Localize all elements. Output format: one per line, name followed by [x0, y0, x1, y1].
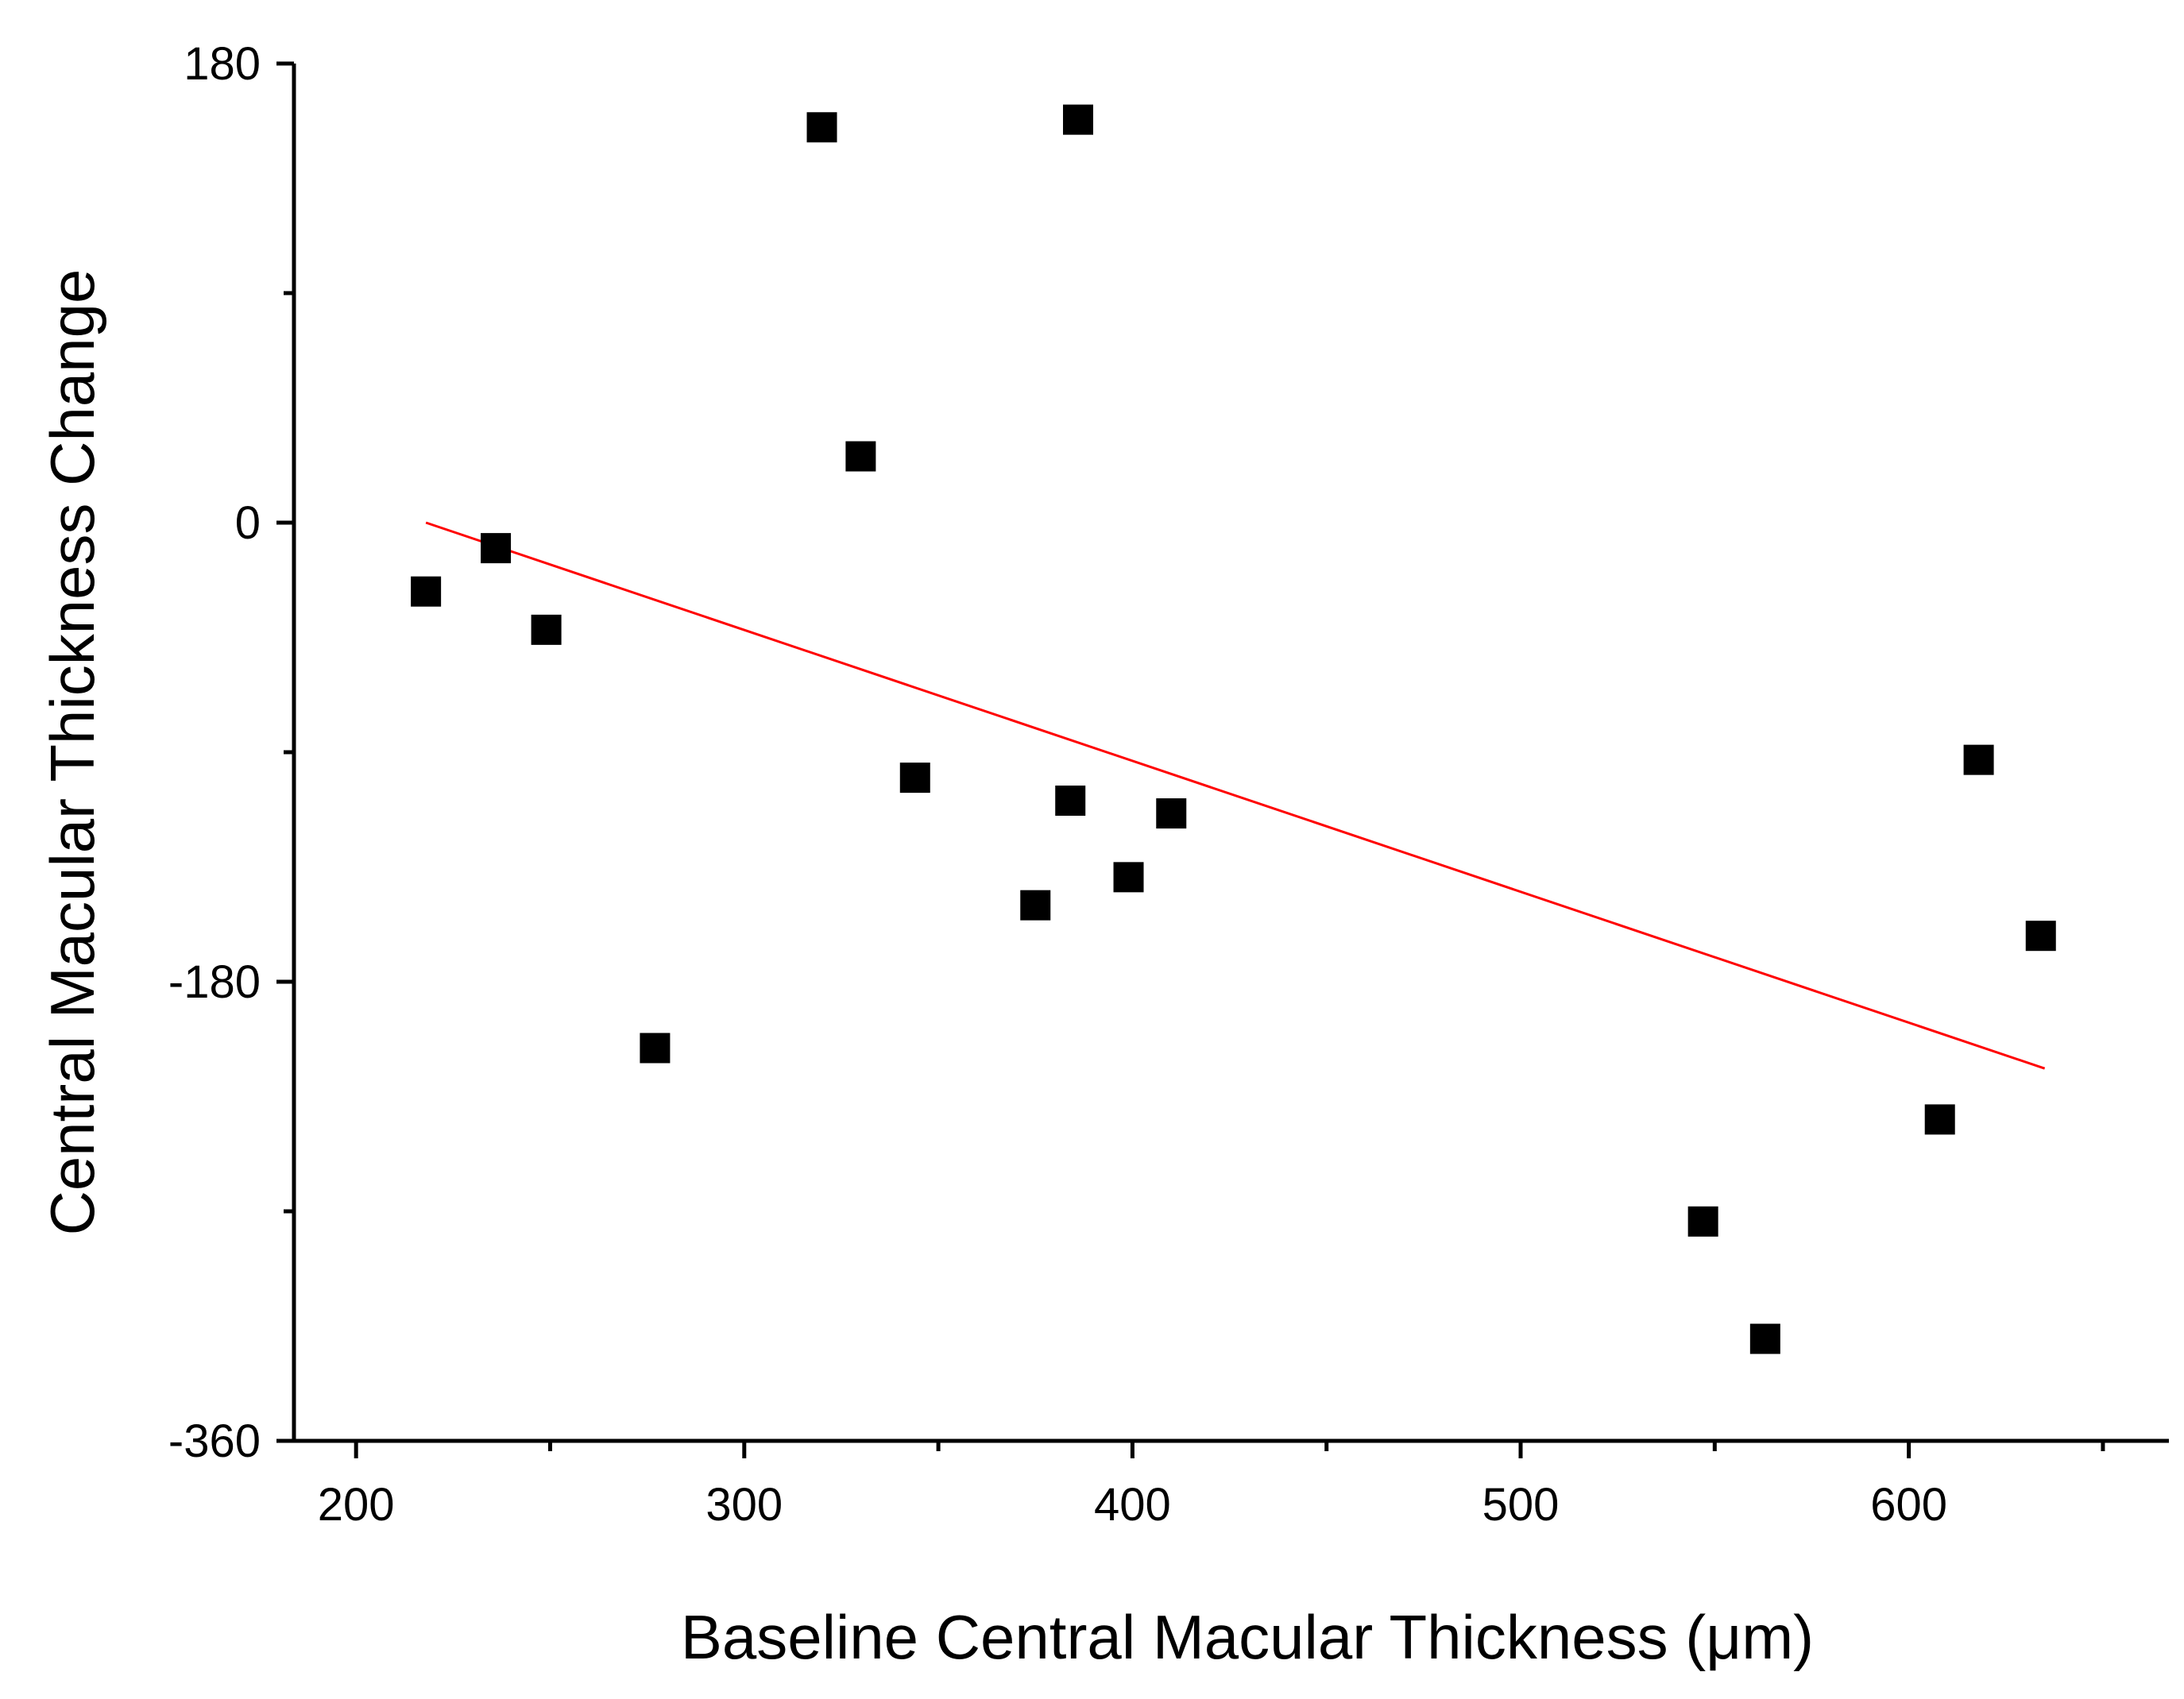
x-tick-label: 600	[1870, 1479, 1947, 1531]
data-point	[640, 1033, 671, 1064]
data-point	[1113, 862, 1144, 893]
data-point	[1062, 104, 1093, 135]
y-tick-label: 180	[184, 38, 261, 90]
data-point	[481, 533, 512, 564]
x-axis-title: Baseline Central Macular Thickness (μm)	[681, 1602, 1814, 1672]
y-tick-label: 0	[235, 497, 261, 549]
data-point	[1963, 744, 1994, 775]
data-point	[845, 441, 876, 472]
regression-line	[425, 521, 2046, 1070]
data-point	[1156, 798, 1187, 829]
data-point	[411, 576, 442, 607]
data-point	[1020, 890, 1051, 921]
x-tick-label: 500	[1482, 1479, 1560, 1531]
data-point	[1687, 1206, 1718, 1237]
y-tick-label: -360	[168, 1415, 261, 1467]
data-point	[1055, 786, 1086, 817]
axes: 200 300 400 500 600 180 0 -180 -360	[168, 38, 2169, 1531]
data-point	[806, 112, 837, 143]
y-axis-title: Central Macular Thickness Change	[37, 269, 107, 1236]
data-point	[531, 614, 562, 645]
data-point	[2025, 921, 2056, 952]
data-points	[411, 104, 2056, 1354]
x-tick-label: 400	[1094, 1479, 1171, 1531]
x-tick-label: 300	[705, 1479, 783, 1531]
trend-line-group	[425, 521, 2046, 1070]
data-point	[899, 763, 930, 794]
data-point	[1749, 1323, 1780, 1354]
x-tick-label: 200	[318, 1479, 395, 1531]
y-tick-label: -180	[168, 956, 261, 1008]
data-point	[1924, 1104, 1955, 1135]
